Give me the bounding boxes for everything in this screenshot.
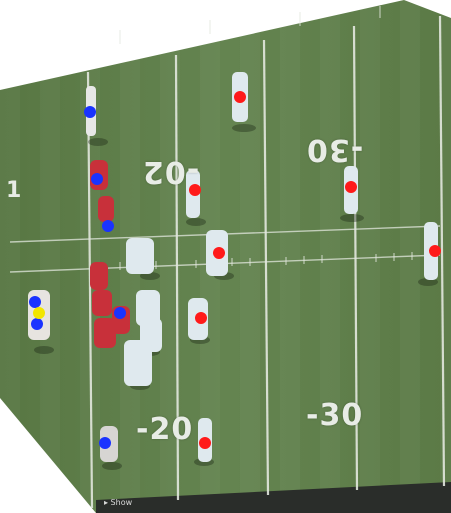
offense-player [90,262,108,290]
video-caption: ▸ Show [104,498,133,507]
yard-number-30-bottom: -30 [306,398,364,433]
yellow-marker [33,307,45,319]
blue-marker [29,296,41,308]
yellow-markers [33,307,45,319]
red-marker [213,247,225,259]
defense-player [124,340,152,386]
blue-marker [31,318,43,330]
blue-markers [29,106,126,449]
defense-players [124,72,438,462]
offense-player [98,196,114,222]
red-marker [189,184,201,196]
yard-number-20-bottom: -20 [136,412,194,447]
red-marker [345,181,357,193]
red-marker [195,312,207,324]
red-markers [189,91,441,449]
blue-marker [91,173,103,185]
red-marker [199,437,211,449]
yard-number-30-top: -30 [306,132,364,167]
sideline-number: 1 [6,178,22,203]
red-marker [429,245,441,257]
blue-marker [114,307,126,319]
blue-marker [102,220,114,232]
offense-player [92,290,112,316]
defense-player [136,290,160,326]
yard-lines [86,15,446,509]
defense-player [126,238,154,274]
red-marker [234,91,246,103]
offense-player [94,318,116,348]
blue-marker [84,106,96,118]
stadium-edge [96,482,451,513]
yard-number-20-top: -02 [142,154,200,189]
blue-marker [99,437,111,449]
